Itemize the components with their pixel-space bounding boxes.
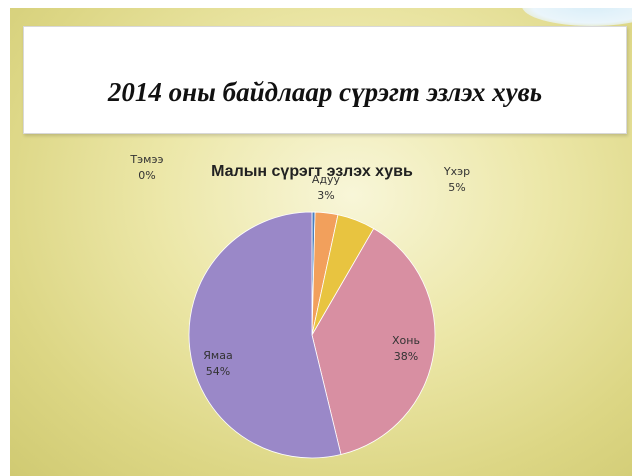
corner-decoration xyxy=(522,8,632,26)
slice-percent-label: 5% xyxy=(448,181,465,194)
slice-percent-label: 54% xyxy=(206,365,230,378)
slice-percent-label: 38% xyxy=(394,350,418,363)
slice-percent-label: 0% xyxy=(138,169,155,182)
slice-percent-label: 3% xyxy=(317,189,334,202)
pie-labels: Тэмээ 0% Адуу 3% Үхэр 5% Хонь 38% Ямаа 54% xyxy=(129,153,470,378)
slice-category-label: Адуу xyxy=(312,173,341,186)
slice-category-label: Үхэр xyxy=(443,165,470,178)
slice-category-label: Хонь xyxy=(392,334,420,347)
title-box: 2014 оны байдлаар сүрэгт эзлэх хувь xyxy=(23,26,627,134)
slide-title: 2014 оны байдлаар сүрэгт эзлэх хувь xyxy=(107,77,543,107)
slice-category-label: Ямаа xyxy=(203,349,232,362)
pie-slice-5 xyxy=(188,211,342,459)
pie-slice-4 xyxy=(311,228,436,456)
chart-title: Малын сүрэгт эзлэх хувь xyxy=(211,163,413,180)
slice-category-label: Тэмээ xyxy=(129,153,163,166)
pie-slices xyxy=(188,211,436,459)
